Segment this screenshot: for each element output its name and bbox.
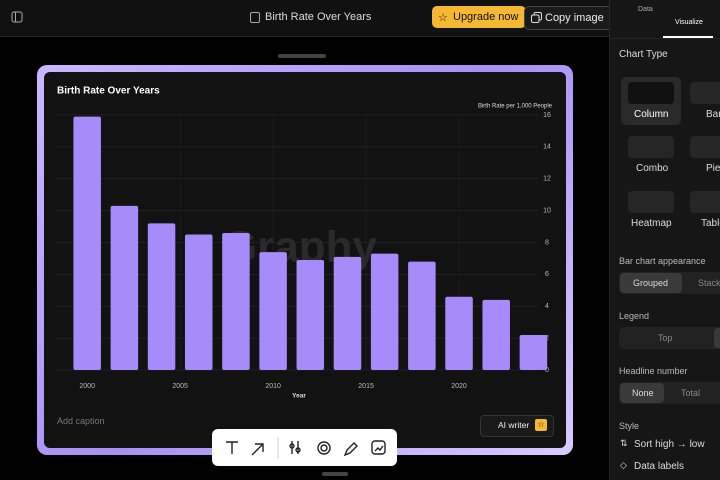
label-icon: ◇ [620,460,627,470]
bar [333,256,362,370]
style-option[interactable]: Sort high → low [634,439,705,450]
x-tick-label: 2010 [265,383,281,390]
star-icon: ☆ [438,12,448,24]
type-label[interactable]: Pie [706,163,720,174]
bar [73,116,101,370]
section-label: Headline number [619,366,688,376]
chart-title: Birth Rate Over Years [57,86,160,97]
bar [370,253,399,370]
bar [147,223,176,370]
x-tick-label: 2000 [79,383,95,390]
upgrade-button[interactable]: Upgrade now [432,6,527,28]
divider [610,38,720,39]
option[interactable]: Stacked [698,278,720,288]
ai-writer-label: AI writer [498,420,530,430]
x-tick-label: 2015 [358,383,374,390]
type-icon[interactable] [690,82,720,104]
option[interactable]: Total [681,388,701,398]
section-label: Style [619,421,640,431]
chart-icon [250,12,260,23]
y-tick-label: 16 [543,112,551,119]
y-axis-label: Birth Rate per 1,000 People [478,104,553,110]
y-tick-label: 8 [545,239,549,246]
bar [408,261,436,370]
handle [278,54,326,58]
bar [445,296,473,370]
section-label: Bar chart appearance [619,256,706,266]
option[interactable]: None [632,388,654,398]
caption[interactable]: Add caption [57,416,105,426]
type-icon[interactable] [628,136,674,158]
y-tick-label: 0 [545,367,549,374]
bar [519,334,548,370]
option[interactable]: Grouped [633,278,669,288]
sidebar-toggle[interactable] [11,11,23,23]
section-title: Chart Type [619,49,668,60]
section-label: Legend [619,311,650,321]
option[interactable]: Top [658,333,673,343]
handle [322,472,348,476]
bar [184,234,213,370]
type-label[interactable]: Combo [636,163,669,174]
type-icon[interactable] [628,82,674,104]
x-axis-label: Year [292,393,306,400]
segment-selected[interactable] [620,273,682,293]
style-option[interactable]: Data labels [634,461,685,472]
bar [482,299,510,370]
bar [259,252,287,370]
y-tick-label: 10 [543,207,551,214]
type-label[interactable]: Table [701,218,720,229]
tab-active[interactable]: Visualize [675,19,703,26]
segment-selected[interactable] [714,328,720,348]
y-tick-label: 6 [545,271,549,278]
sort-icon: ⇅ [620,438,628,448]
bar [296,260,325,370]
segment-selected[interactable] [620,383,664,403]
bar [222,232,250,370]
type-label[interactable]: Bar [706,109,720,120]
top-bar: Birth Rate Over Years Upgrade now ☆ Copy… [0,0,613,37]
app-title: Birth Rate Over Years [265,11,372,23]
side-panel: Data Visualize Chart Type Column Bar Com… [609,0,720,480]
type-icon[interactable] [690,191,720,213]
type-label[interactable]: Column [634,109,669,120]
toolbar-icons[interactable] [212,429,397,466]
toolbar [212,429,397,466]
tab[interactable]: Data [638,6,653,13]
y-tick-label: 14 [543,144,551,151]
x-tick-label: 2005 [172,383,188,390]
type-icon[interactable] [628,191,674,213]
tab-underline [663,36,713,38]
copy-icon [531,12,542,23]
x-tick-label: 2020 [451,383,467,390]
type-label[interactable]: Heatmap [631,218,672,229]
type-icon[interactable] [690,136,720,158]
segmented [619,327,720,349]
y-tick-label: 12 [543,176,551,183]
bar [110,205,139,370]
chart: Birth Rate Over Years Birth Rate per 1,0… [56,86,553,400]
y-tick-label: 4 [545,303,549,310]
star-icon: ☆ [535,419,547,431]
